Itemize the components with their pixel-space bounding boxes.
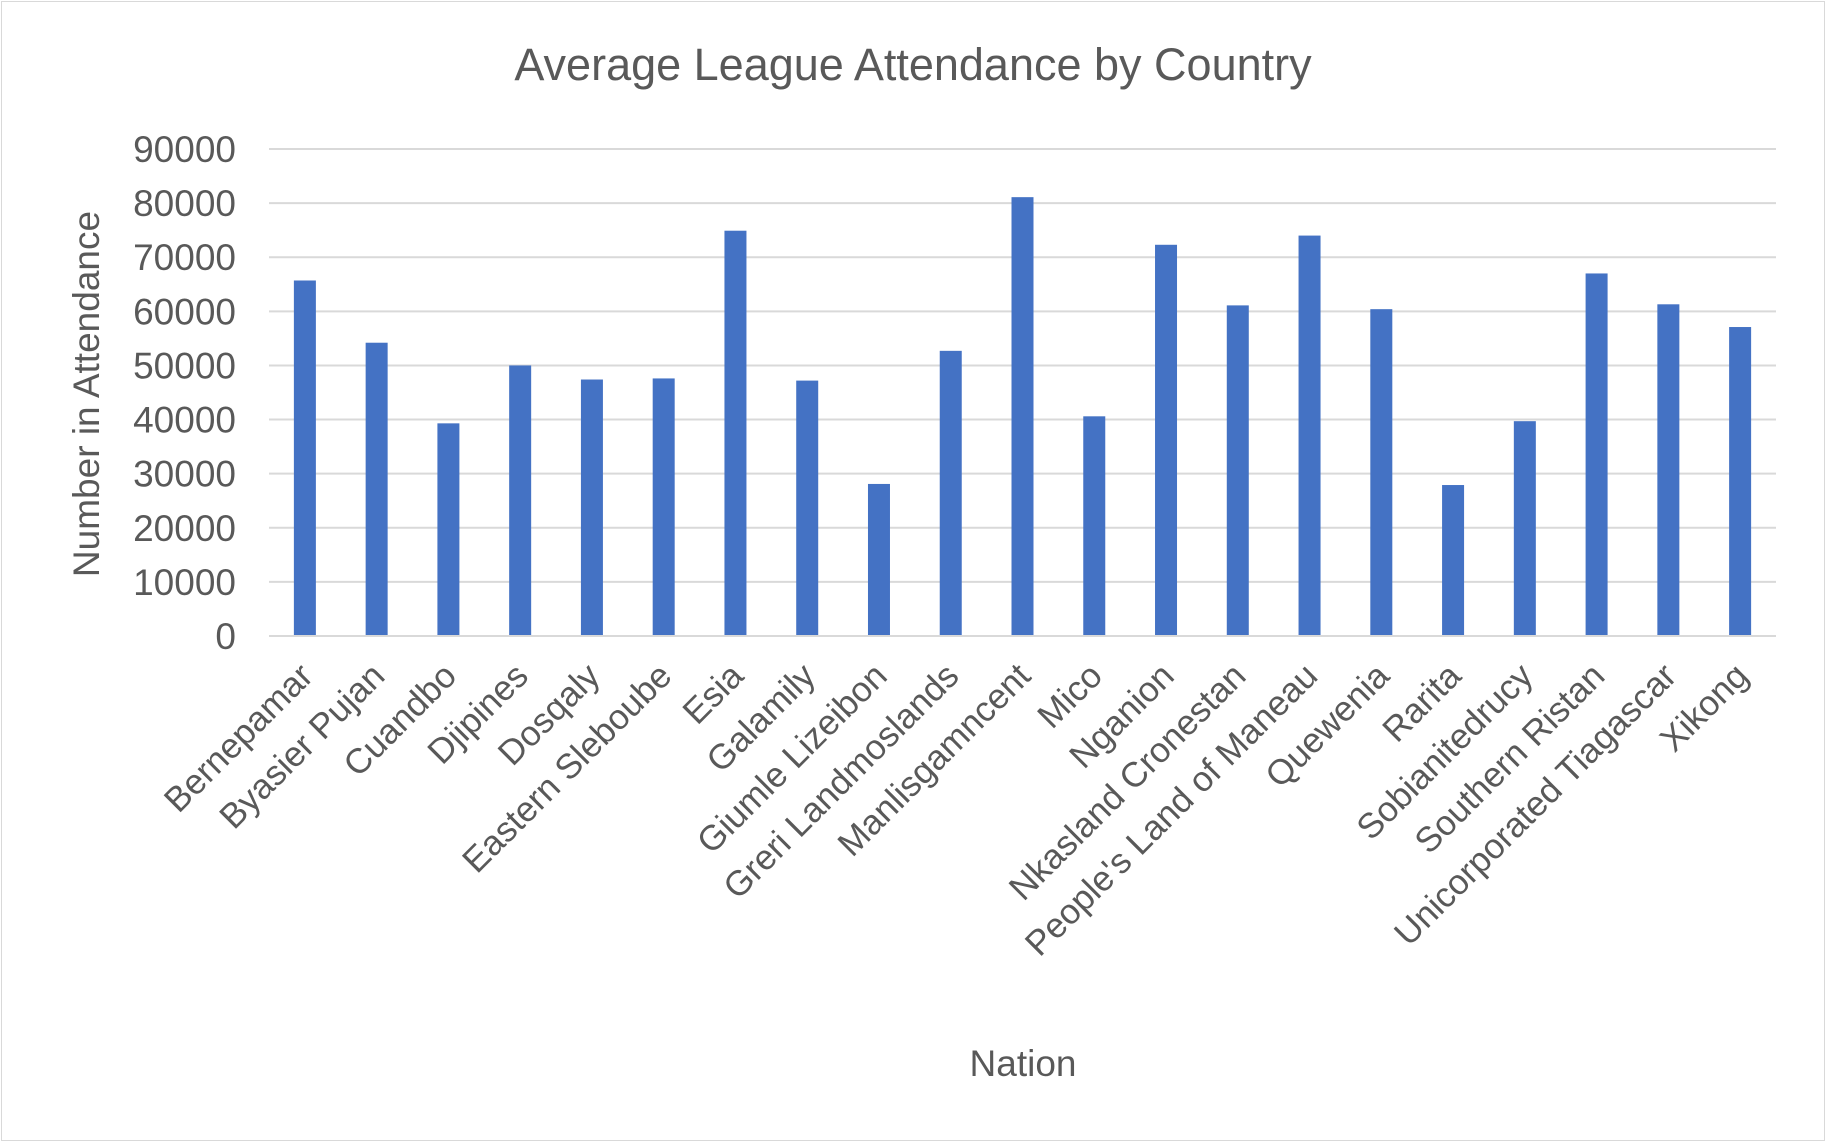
y-tick-label: 70000: [133, 237, 236, 278]
bar-nganion: [1155, 244, 1178, 636]
y-tick-label: 60000: [133, 291, 236, 332]
bar-cuandbo: [437, 423, 460, 636]
chart-title: Average League Attendance by Country: [514, 39, 1312, 90]
y-axis-tick-labels: 0 10000 20000 30000 40000 50000 60000 70000 8000…: [133, 129, 236, 657]
bar-dosqaly: [580, 379, 603, 636]
bar-eastern-sleboube: [652, 378, 675, 636]
bar-manlisgamncent: [1011, 197, 1034, 637]
bar-djipines: [509, 365, 532, 636]
y-tick-label: 50000: [133, 345, 236, 386]
y-tick-label: 30000: [133, 454, 236, 495]
bar-sobianitedrucy: [1513, 421, 1536, 636]
x-axis-title: Nation: [970, 1043, 1077, 1084]
bar-galamily: [796, 380, 819, 636]
y-tick-label: 90000: [133, 129, 236, 170]
y-tick-label: 20000: [133, 508, 236, 549]
bar-bernepamar: [293, 280, 316, 636]
y-tick-label: 10000: [133, 562, 236, 603]
bar-unicorporated-tiagascar: [1657, 304, 1680, 636]
y-axis-title: Number in Attendance: [66, 211, 107, 577]
bars: [293, 197, 1752, 637]
bar-esia: [724, 230, 747, 637]
y-tick-label: 80000: [133, 183, 236, 224]
bar-rarita: [1442, 485, 1465, 636]
y-tick-label: 0: [215, 616, 236, 657]
bar-quewenia: [1370, 309, 1393, 636]
bar-byasier-pujan: [365, 342, 388, 636]
bar-giumle-lizeibon: [867, 483, 890, 636]
bar-southern-ristan: [1585, 273, 1608, 636]
bar-greri-landmoslands: [939, 350, 962, 636]
bar-nkasland-cronestan: [1226, 305, 1249, 636]
y-tick-label: 40000: [133, 400, 236, 441]
bar-xikong: [1729, 327, 1752, 636]
bar-mico: [1083, 416, 1106, 636]
bar-people-s-land-of-maneau: [1298, 235, 1321, 637]
